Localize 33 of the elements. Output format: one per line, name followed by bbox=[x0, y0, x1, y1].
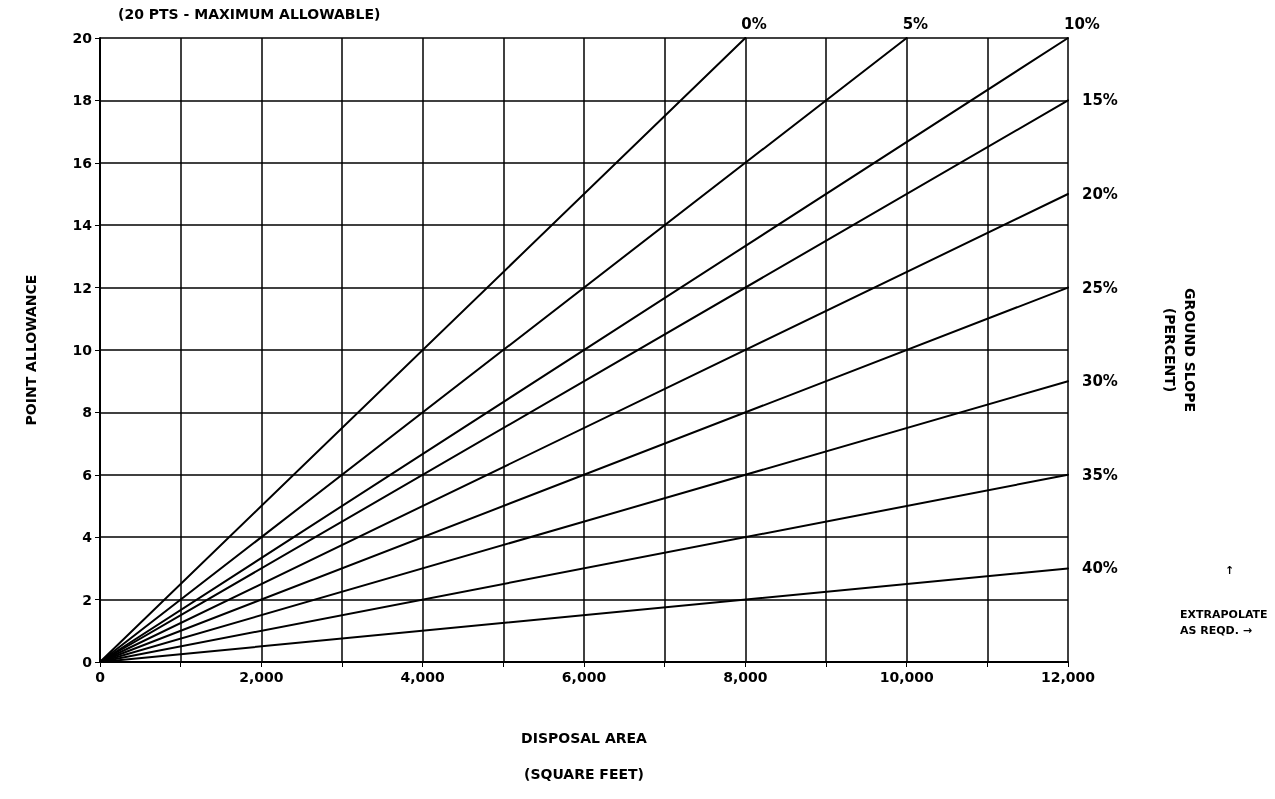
y-tick-label: 20 bbox=[72, 30, 93, 46]
x-tick-label: 6,000 bbox=[561, 669, 607, 685]
y-tick-label: 8 bbox=[82, 404, 92, 421]
text: EXTRAPOLATE AS REQD. → bbox=[1180, 607, 1268, 637]
y-tick-label: 18 bbox=[72, 92, 92, 109]
y-axis-title: POINT ALLOWANCE bbox=[23, 274, 39, 426]
series-label: 25% bbox=[1082, 278, 1118, 297]
y-tick-label: 10 bbox=[72, 342, 93, 358]
series-label: 0% bbox=[741, 15, 767, 33]
x-tick-label: 10,000 bbox=[879, 669, 934, 685]
x-tick-label: 12,000 bbox=[1040, 669, 1096, 685]
series-label: 30% bbox=[1082, 372, 1118, 391]
x-tick-label: 0 bbox=[95, 669, 106, 685]
series-label: 35% bbox=[1082, 465, 1118, 484]
y2-axis-title: GROUND SLOPE (PERCENT) bbox=[1162, 288, 1198, 412]
y-tick-label: 4 bbox=[82, 529, 93, 546]
y-tick-label: 0 bbox=[82, 654, 93, 670]
series-label: 15% bbox=[1082, 91, 1118, 110]
y-tick-label: 12 bbox=[72, 279, 92, 296]
series-label: 10% bbox=[1064, 15, 1100, 33]
text: DISPOSAL AREA (SQUARE FEET) bbox=[521, 730, 647, 782]
text: (20 PTS - MAXIMUM ALLOWABLE) bbox=[118, 6, 381, 22]
y-tick-label: 6 bbox=[82, 466, 92, 483]
y-tick-label: 2 bbox=[82, 591, 92, 608]
x-tick-label: 2,000 bbox=[239, 669, 284, 685]
series-label: 40% bbox=[1082, 559, 1118, 578]
y-tick-label: 14 bbox=[72, 217, 93, 234]
series-label: 20% bbox=[1082, 185, 1118, 203]
series-label: 5% bbox=[902, 15, 929, 33]
x-tick-label: 4,000 bbox=[400, 669, 446, 685]
y-tick-label: 16 bbox=[72, 154, 92, 171]
text: ↑ bbox=[1225, 563, 1235, 577]
x-tick-label: 8,000 bbox=[723, 669, 768, 685]
